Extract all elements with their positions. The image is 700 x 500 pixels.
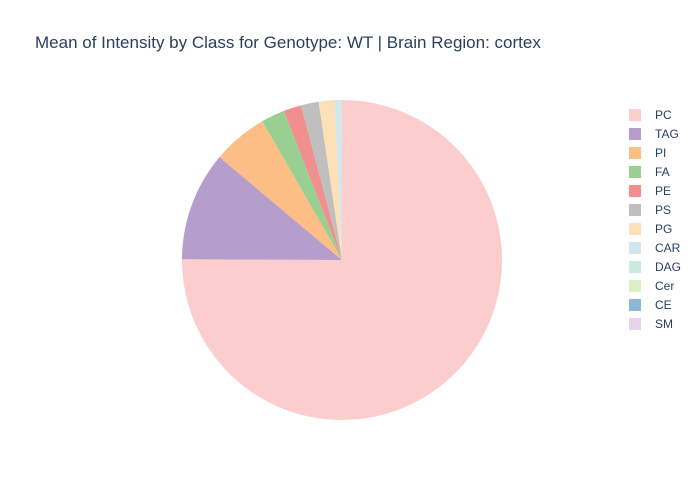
chart-title: Mean of Intensity by Class for Genotype:… [35,33,541,52]
legend-label-sm: SM [655,317,673,331]
legend-swatch-pe [629,185,641,197]
pie-slice-pg[interactable] [318,100,342,260]
legend-item-pe[interactable]: PE [629,184,671,198]
legend-label-ce: CE [655,298,672,312]
legend-swatch-sm [629,318,641,330]
legend-swatch-dag [629,261,641,273]
pie-slice-pe[interactable] [283,105,342,260]
legend-item-ce[interactable]: CE [629,298,672,312]
legend-item-sm[interactable]: SM [629,317,673,331]
pie-slice-car[interactable] [334,100,342,260]
legend-item-tag[interactable]: TAG [629,127,679,141]
legend-item-cer[interactable]: Cer [629,279,674,293]
pie-slice-ce[interactable] [341,99,343,260]
legend-label-pc: PC [655,108,672,122]
legend-item-ps[interactable]: PS [629,203,671,217]
legend-swatch-car [629,242,641,254]
legend-item-car[interactable]: CAR [629,241,681,255]
legend-swatch-ps [629,204,641,216]
pie-slice-fa[interactable] [262,110,342,260]
legend-item-dag[interactable]: DAG [629,260,681,274]
legend-label-car: CAR [655,241,681,255]
pie-slice-ps[interactable] [301,101,342,261]
legend-label-dag: DAG [655,260,681,274]
legend-swatch-cer [629,280,641,292]
legend-swatch-pi [629,147,641,159]
legend-label-fa: FA [655,165,670,179]
legend-swatch-fa [629,166,641,178]
legend-swatch-ce [629,299,641,311]
pie-slice-tag[interactable] [182,157,342,260]
legend-label-pg: PG [655,222,672,236]
legend-swatch-pc [629,109,641,121]
pie-slice-pc[interactable] [181,100,502,420]
legend-item-pi[interactable]: PI [629,146,666,160]
legend-label-pi: PI [655,146,666,160]
legend-label-cer: Cer [655,279,674,293]
legend-swatch-tag [629,128,641,140]
pie-slices [181,99,502,420]
legend-item-fa[interactable]: FA [629,165,670,179]
pie-slice-dag[interactable] [340,100,342,260]
legend-label-pe: PE [655,184,671,198]
pie-slice-pi[interactable] [219,121,343,260]
legend-item-pc[interactable]: PC [629,108,672,122]
legend-label-tag: TAG [655,127,679,141]
legend[interactable]: PC TAG PI FA PE PS PG CAR DAG Cer CE SM [629,108,681,331]
pie-slice-cer[interactable] [341,99,342,261]
legend-label-ps: PS [655,203,671,217]
legend-item-pg[interactable]: PG [629,222,672,236]
legend-swatch-pg [629,223,641,235]
